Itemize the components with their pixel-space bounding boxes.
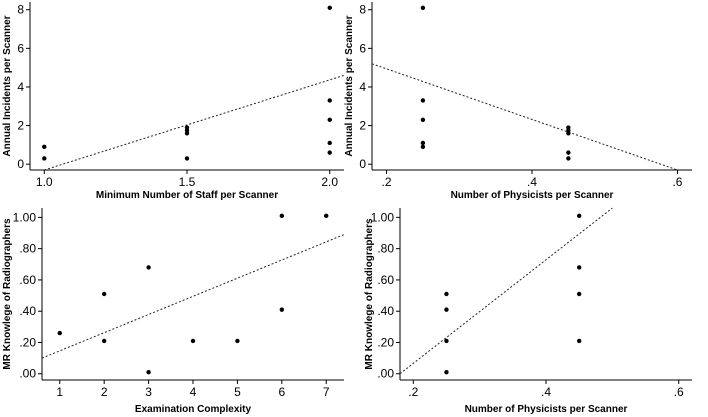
x-axis-label: Number of Physicists per Scanner [451,190,614,201]
data-point [327,150,332,155]
data-point [42,144,47,150]
y-tick-label: 1.00 [13,210,37,224]
data-point [327,5,332,10]
y-axis-label: MR Knowlege of Radiographers [364,218,375,370]
data-point [235,338,240,344]
chart-panel-3: 1 2 3 4 5 6 7 .00 .20 .40 .60 .80 1.00 Examination Co… [2,208,344,415]
x-axis-label: Examination Complexity [135,404,252,415]
y-tick-label: .20 [377,335,394,349]
data-point [420,98,426,103]
y-tick-label: 2 [359,119,366,133]
chart-panel-1: 1.0 1.5 2.0 0 2 4 6 8 Minimum Number of Staff pe… [2,2,344,201]
y-tick-label: 0 [17,157,24,171]
data-point [279,213,285,219]
data-point [42,156,47,161]
y-tick-label: .80 [19,242,36,256]
x-tick-label: 3 [145,385,152,399]
y-axis-label: MR Knowlege of Radiographers [2,218,13,370]
data-point [146,369,151,375]
x-tick-label: 1.5 [179,175,196,189]
data-point [566,150,571,155]
x-tick-label: 7 [323,385,330,399]
data-point [190,338,196,344]
y-tick-label: 8 [359,3,366,17]
x-tick-label: 1 [56,385,63,399]
y-tick-label: .60 [19,273,36,287]
data-point [279,307,285,312]
data-point [327,117,332,122]
chart-panel-2: .2 .4 .6 0 2 4 6 8 Number of Physicists per Scan… [344,2,692,201]
x-tick-label: 4 [190,385,197,399]
x-tick-label: 6 [278,385,285,399]
x-tick-label: .2 [382,175,392,189]
x-tick-label: .6 [674,385,684,399]
y-tick-label: .80 [377,242,394,256]
x-tick-label: 5 [234,385,241,399]
data-point [420,117,426,122]
y-tick-label: .00 [19,367,36,381]
data-point [420,144,426,150]
data-point [184,131,190,136]
x-tick-label: 1.0 [36,175,53,189]
y-tick-label: 2 [17,119,24,133]
data-point [444,307,449,312]
data-point [57,330,62,336]
x-tick-label: .4 [541,385,551,399]
data-point [184,156,190,161]
y-tick-label: .00 [377,367,394,381]
y-tick-label: 1.00 [371,210,395,224]
x-axis-label: Number of Physicists per Scanner [465,404,628,415]
data-point [420,5,426,10]
x-axis-label: Minimum Number of Staff per Scanner [96,190,278,201]
data-point [576,265,582,270]
data-point [566,156,571,161]
fit-line [44,74,344,170]
data-point [420,140,426,146]
data-point [444,369,449,375]
y-tick-label: 6 [17,41,24,55]
data-point [576,291,582,297]
fit-line [400,207,613,375]
y-tick-label: 4 [359,80,366,94]
y-axis-label: Annual Incidents per Scanner [2,15,13,156]
y-tick-label: .40 [19,304,36,318]
data-point [327,140,332,146]
y-tick-label: 8 [17,3,24,17]
x-tick-label: 2.0 [321,175,338,189]
chart-panel-4: .2 .4 .6 .00 .20 .40 .60 .80 1.00 Number of Physi… [364,207,692,415]
x-tick-label: .6 [672,175,682,189]
x-tick-label: .4 [527,175,537,189]
data-point [576,338,582,344]
x-tick-label: .2 [408,385,418,399]
y-tick-label: .20 [19,335,36,349]
x-tick-label: 2 [101,385,108,399]
data-point [444,291,449,297]
y-axis-label: Annual Incidents per Scanner [344,15,355,156]
y-tick-label: .40 [377,304,394,318]
data-point [324,213,329,219]
y-tick-label: 4 [17,80,24,94]
data-point [146,265,151,270]
data-point [327,98,332,103]
data-point [101,338,107,344]
y-tick-label: 6 [359,41,366,55]
fit-line [372,63,678,170]
y-tick-label: 0 [359,157,366,171]
data-point [576,213,582,219]
y-tick-label: .60 [377,273,394,287]
data-point [566,131,571,136]
data-point [444,338,449,344]
data-point [101,291,107,297]
